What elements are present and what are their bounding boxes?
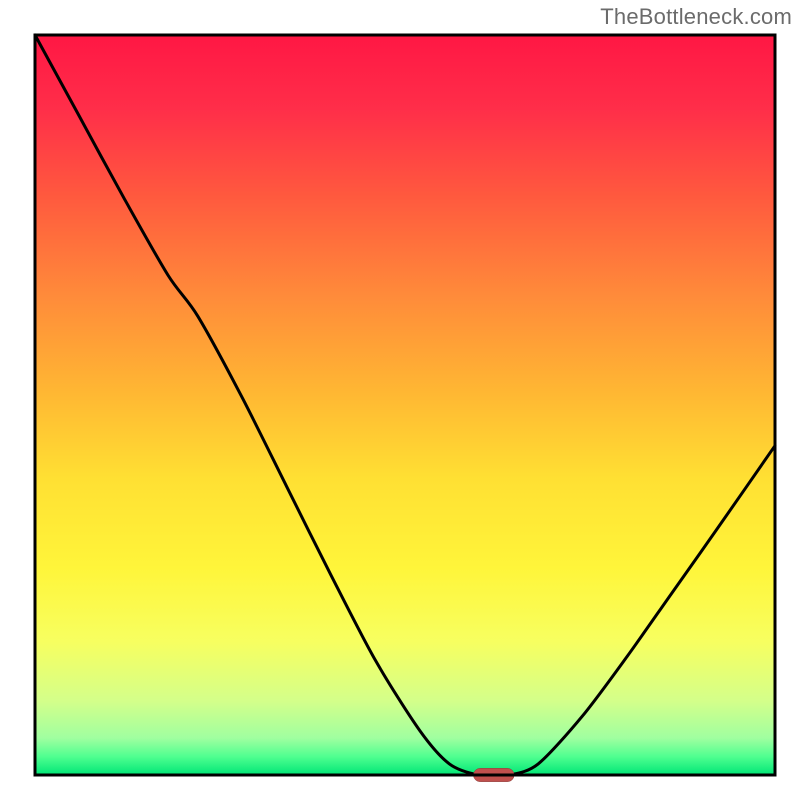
bottleneck-chart — [0, 0, 800, 800]
chart-container: TheBottleneck.com — [0, 0, 800, 800]
watermark-text: TheBottleneck.com — [600, 4, 792, 30]
plot-background — [35, 35, 775, 775]
